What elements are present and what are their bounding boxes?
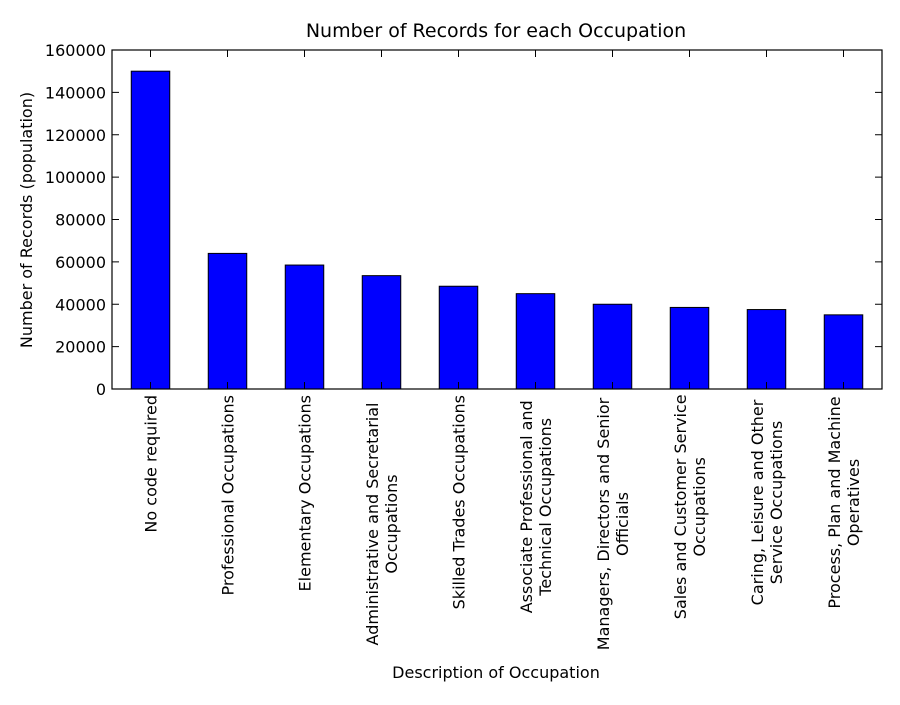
x-tick-label: Sales and Customer ServiceOccupations [671, 394, 709, 619]
bar [130, 70, 171, 390]
chart-title: Number of Records for each Occupation [306, 20, 686, 42]
bar [438, 285, 479, 390]
y-tick-label: 100000 [45, 168, 106, 187]
x-tick-label: Managers, Directors and SeniorOfficials [594, 397, 632, 650]
bar [284, 264, 325, 390]
y-tick-label: 140000 [45, 83, 106, 102]
x-axis-label: Description of Occupation [392, 663, 600, 682]
y-tick-label: 80000 [55, 211, 106, 230]
y-tick-label: 120000 [45, 126, 106, 145]
bar [515, 293, 556, 390]
y-tick-label: 60000 [55, 253, 106, 272]
x-tick-label: Associate Professional andTechnical Occu… [517, 400, 555, 613]
bar [823, 314, 864, 390]
y-axis-label: Number of Records (population) [17, 92, 36, 348]
bar [746, 309, 787, 390]
x-tick-label: Elementary Occupations [296, 395, 315, 591]
x-tick-label: Professional Occupations [219, 395, 238, 596]
bar [361, 275, 402, 390]
x-tick-label: No code required [142, 395, 161, 533]
bar [669, 306, 710, 390]
y-tick-label: 0 [96, 380, 106, 399]
x-tick-label: Skilled Trades Occupations [450, 395, 469, 609]
bar [207, 252, 248, 390]
x-tick-label: Caring, Leisure and OtherService Occupat… [748, 399, 786, 605]
x-tick-label: Process, Plan and MachineOperatives [825, 396, 863, 608]
y-tick-label: 20000 [55, 338, 106, 357]
bar [592, 303, 633, 390]
x-tick-label: Administrative and SecretarialOccupation… [363, 403, 401, 646]
y-tick-label: 40000 [55, 295, 106, 314]
plot-area: 0 20000 40000 60000 80000 100000 120000 140000 1… [45, 41, 883, 650]
y-tick-label: 160000 [45, 41, 106, 60]
